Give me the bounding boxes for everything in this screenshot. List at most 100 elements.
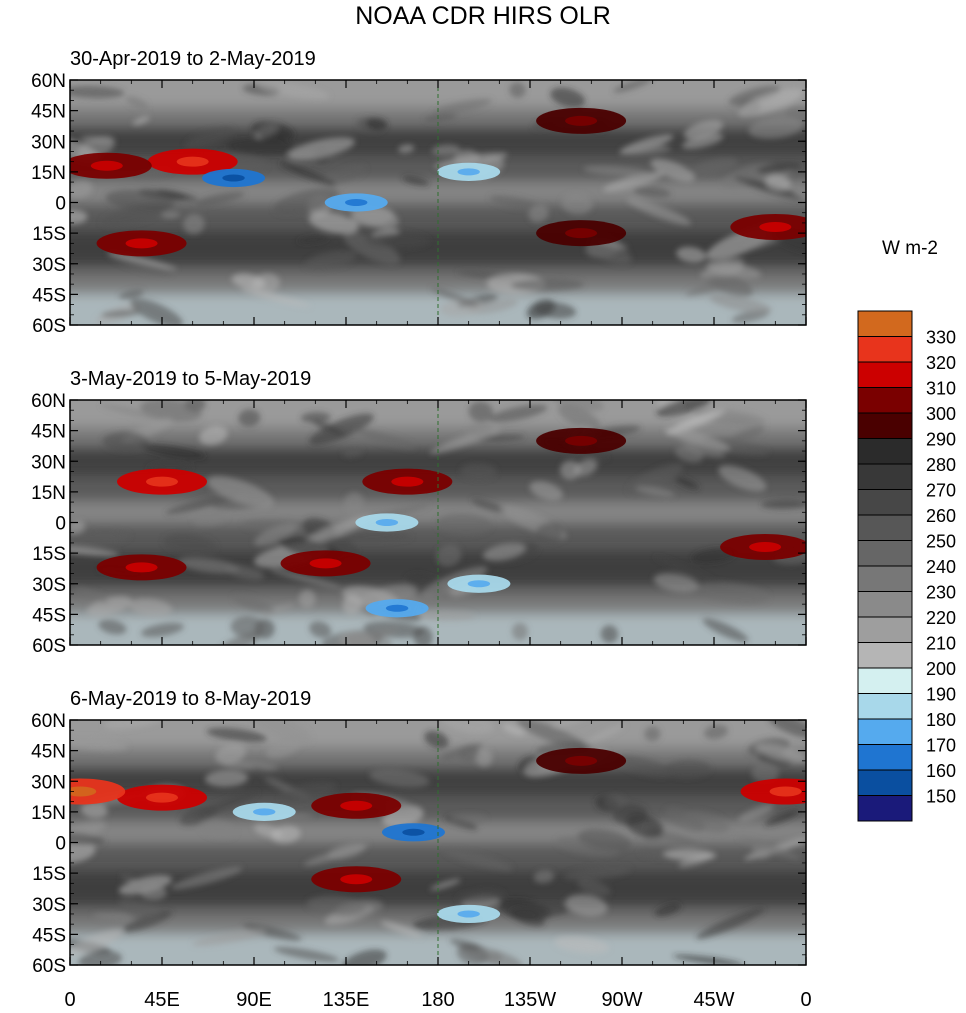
lat-tick-label: 15N bbox=[31, 163, 66, 184]
lat-tick-label: 15S bbox=[32, 544, 66, 565]
colorbar: 330 320 310 300 290 280 270 260 250 240 230 220 210 2… bbox=[857, 310, 956, 822]
colorbar-swatch bbox=[857, 642, 913, 669]
colorbar-swatch bbox=[857, 514, 913, 541]
colorbar-label: 190 bbox=[926, 685, 956, 705]
olr-feature-core bbox=[565, 435, 598, 446]
olr-feature-core bbox=[70, 786, 97, 797]
lon-tick-label: 45W bbox=[693, 989, 734, 1011]
colorbar-swatch bbox=[857, 744, 913, 771]
lat-tick-label: 0 bbox=[55, 194, 66, 215]
map-panels: 30-Apr-2019 to 2-May-2019 60N 45N 30N 15N 0 15… bbox=[31, 48, 807, 977]
lat-tick-label: 45S bbox=[32, 605, 66, 626]
olr-feature-core bbox=[176, 156, 209, 167]
olr-feature-core bbox=[749, 542, 782, 552]
colorbar-label: 310 bbox=[926, 379, 956, 399]
lon-tick-label: 45E bbox=[144, 989, 180, 1011]
lat-tick-label: 15S bbox=[32, 864, 66, 885]
colorbar-swatch bbox=[857, 310, 913, 337]
colorbar-swatch bbox=[857, 489, 913, 516]
lon-tick-label: 135E bbox=[323, 989, 370, 1011]
olr-features bbox=[70, 747, 806, 924]
olr-feature-core bbox=[340, 874, 373, 885]
lon-tick-label: 0 bbox=[64, 989, 75, 1011]
colorbar-swatch bbox=[857, 336, 913, 363]
lat-tick-label: 0 bbox=[55, 514, 66, 535]
olr-feature-core bbox=[565, 115, 598, 126]
colorbar-label: 260 bbox=[926, 506, 956, 526]
lon-tick-label: 90E bbox=[236, 989, 272, 1011]
lat-tick-label: 60N bbox=[31, 711, 66, 732]
olr-feature bbox=[70, 778, 126, 805]
lat-tick-label: 45N bbox=[31, 102, 66, 123]
colorbar-label: 240 bbox=[926, 557, 956, 577]
olr-feature-core bbox=[125, 562, 158, 573]
olr-feature-core bbox=[457, 910, 480, 918]
olr-feature-core bbox=[565, 755, 598, 766]
olr-field bbox=[70, 720, 806, 965]
chart-title: NOAA CDR HIRS OLR bbox=[355, 2, 611, 30]
olr-feature-core bbox=[253, 808, 276, 816]
colorbar-swatch bbox=[857, 463, 913, 490]
colorbar-label: 170 bbox=[926, 736, 956, 756]
lat-tick-label: 0 bbox=[55, 834, 66, 855]
colorbar-label: 330 bbox=[926, 328, 956, 348]
colorbar-label: 160 bbox=[926, 761, 956, 781]
olr-feature-core bbox=[309, 558, 342, 569]
olr-feature-core bbox=[345, 199, 368, 206]
olr-feature-core bbox=[340, 800, 373, 811]
olr-feature-core bbox=[222, 174, 245, 182]
olr-feature-core bbox=[146, 792, 178, 803]
olr-feature-core bbox=[769, 786, 802, 797]
lat-tick-label: 15N bbox=[31, 483, 66, 504]
colorbar-label: 220 bbox=[926, 608, 956, 628]
lat-tick-label: 45N bbox=[31, 742, 66, 763]
colorbar-label: 200 bbox=[926, 659, 956, 679]
colorbar-label: 320 bbox=[926, 353, 956, 373]
panel-period-label: 3-May-2019 to 5-May-2019 bbox=[70, 368, 311, 390]
colorbar-label: 280 bbox=[926, 455, 956, 475]
olr-field bbox=[70, 400, 806, 645]
panel-period-label: 30-Apr-2019 to 2-May-2019 bbox=[70, 48, 316, 70]
olr-features bbox=[70, 107, 806, 257]
colorbar-swatch bbox=[857, 565, 913, 592]
colorbar-swatch bbox=[857, 412, 913, 439]
lat-tick-label: 60S bbox=[32, 636, 66, 657]
olr-feature-core bbox=[467, 580, 491, 588]
colorbar-label: 180 bbox=[926, 710, 956, 730]
olr-feature-core bbox=[391, 476, 424, 487]
colorbar-label: 290 bbox=[926, 430, 956, 450]
olr-feature-core bbox=[759, 222, 792, 232]
lat-tick-label: 30S bbox=[32, 575, 66, 596]
units-label: W m-2 bbox=[882, 238, 938, 259]
lat-tick-label: 45S bbox=[32, 925, 66, 946]
colorbar-swatch bbox=[857, 667, 913, 694]
lon-tick-label: 135W bbox=[504, 989, 556, 1011]
longitude-axis: 0 45E 90E 135E 180 135W 90W 45W 0 bbox=[64, 989, 811, 1011]
lat-tick-label: 30N bbox=[31, 452, 66, 473]
lat-tick-label: 30S bbox=[32, 255, 66, 276]
colorbar-label: 230 bbox=[926, 583, 956, 603]
lon-tick-label: 90W bbox=[601, 989, 642, 1011]
colorbar-swatch bbox=[857, 540, 913, 567]
colorbar-label: 250 bbox=[926, 532, 956, 552]
olr-feature-core bbox=[125, 238, 158, 249]
colorbar-swatch bbox=[857, 769, 913, 796]
olr-feature-core bbox=[375, 519, 399, 526]
lat-tick-label: 60S bbox=[32, 316, 66, 337]
colorbar-label: 270 bbox=[926, 481, 956, 501]
lat-tick-label: 30S bbox=[32, 895, 66, 916]
olr-feature-core bbox=[385, 604, 409, 612]
panel-period-label: 6-May-2019 to 8-May-2019 bbox=[70, 688, 311, 710]
colorbar-swatch bbox=[857, 718, 913, 745]
olr-feature-core bbox=[146, 476, 178, 487]
olr-feature-core bbox=[90, 160, 123, 171]
lat-tick-label: 15N bbox=[31, 803, 66, 824]
lat-tick-label: 60S bbox=[32, 956, 66, 977]
colorbar-swatch bbox=[857, 387, 913, 414]
colorbar-swatch bbox=[857, 438, 913, 465]
lat-tick-label: 30N bbox=[31, 772, 66, 793]
